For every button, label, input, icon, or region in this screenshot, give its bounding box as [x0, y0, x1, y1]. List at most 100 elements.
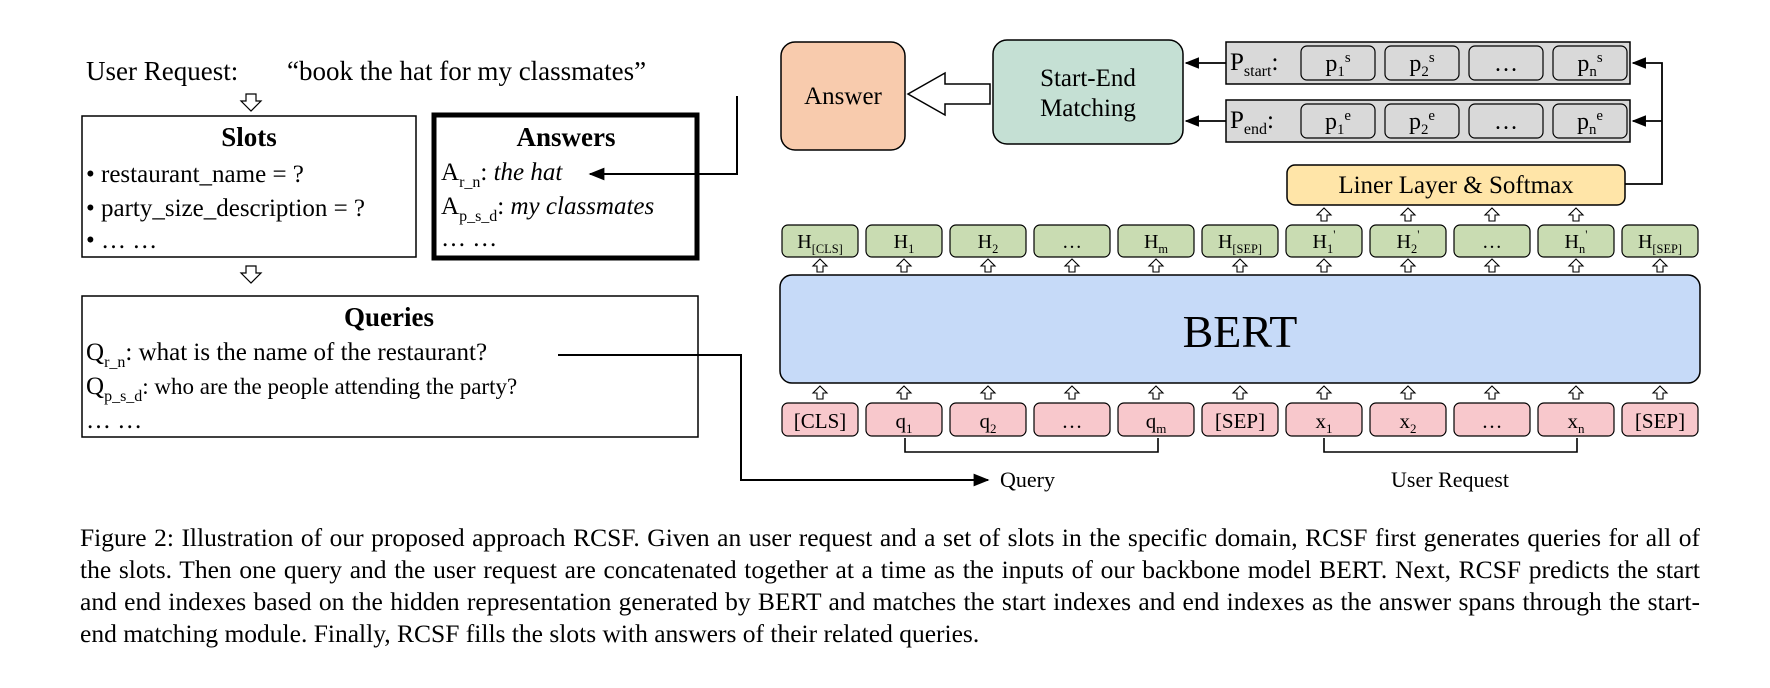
input-token-cell [1621, 402, 1699, 437]
input-tokens-row: [CLS] q1 q2 … qm [SEP] x1 x2 … xn [SEP] [781, 402, 1699, 437]
input-token-label: [SEP] [1215, 409, 1265, 433]
up-arrow-icon [1399, 385, 1417, 400]
input-token-label: [CLS] [794, 409, 847, 433]
figure-caption: Figure 2: Illustration of our proposed a… [80, 523, 1700, 648]
up-arrow-icon [811, 258, 829, 273]
query-item: Qp_s_d: who are the people attending the… [86, 373, 517, 405]
start-end-matching-box [992, 39, 1184, 145]
up-arrow-icon [1315, 258, 1333, 273]
input-token-label: … [1062, 409, 1083, 433]
up-arrow-icon [811, 385, 829, 400]
input-token-cell [781, 402, 859, 437]
query-bracket [904, 438, 1159, 453]
up-arrow-icon [1315, 385, 1333, 400]
hidden-state-cell [1369, 224, 1447, 258]
answer-item: Ap_s_d: my classmates [441, 193, 654, 225]
input-token-label: … [1482, 409, 1503, 433]
answer-box-label: Answer [804, 83, 882, 110]
hidden-state-label: H2' [1397, 228, 1420, 256]
up-arrow-icon [1651, 385, 1669, 400]
up-arrow-icon [1231, 258, 1249, 273]
hidden-states-row: H[CLS] H1 H2 … Hm H[SEP] H1' H2' … Hn' H[SEP] [781, 224, 1699, 258]
answers-title: Answers [517, 122, 616, 152]
hidden-state-label: H[SEP] [1218, 231, 1262, 256]
slot-item: • … … [86, 227, 157, 254]
input-token-cell [949, 402, 1027, 437]
up-arrow-icon [1231, 385, 1249, 400]
p-cell [1468, 103, 1544, 139]
softmax-arrows [1315, 207, 1585, 222]
up-arrow-icon [1399, 258, 1417, 273]
input-token-label: [SEP] [1635, 409, 1685, 433]
input-token-cell [1117, 402, 1195, 437]
hidden-state-cell [1201, 224, 1279, 258]
input-token-label: q1 [895, 409, 912, 436]
query-connector-line [558, 354, 990, 487]
hidden-state-label: Hm [1144, 231, 1168, 256]
answers-box [431, 112, 700, 261]
up-arrow-icon [1399, 207, 1417, 222]
input-arrows [811, 385, 1669, 400]
user-request-bracket-label: User Request [1391, 467, 1509, 492]
up-arrow-icon [1567, 207, 1585, 222]
input-token-label: qm [1146, 409, 1167, 436]
bert-label: BERT [1183, 306, 1298, 357]
p-cell [1300, 103, 1376, 139]
hidden-state-label: Hn' [1565, 228, 1588, 256]
p-start-cells: p1s p2s … pns [1300, 45, 1628, 81]
p-cell-label: … [1494, 109, 1518, 135]
input-token-label: xn [1567, 409, 1585, 436]
softmax-connector [1625, 57, 1663, 185]
hidden-state-label: … [1062, 231, 1082, 253]
up-arrow-icon [1483, 207, 1501, 222]
queries-ellipsis: … … [86, 407, 142, 434]
up-arrow-icon [1063, 258, 1081, 273]
p-cell-label: pne [1577, 108, 1603, 138]
up-arrow-icon [895, 385, 913, 400]
up-arrow-icon [979, 385, 997, 400]
user-request-bracket [1323, 438, 1578, 453]
up-arrow-icon [1483, 258, 1501, 273]
answer-item: Ar_n: the hat [441, 159, 563, 191]
input-token-cell [1285, 402, 1363, 437]
user-request-text: “book the hat for my classmates” [287, 56, 646, 86]
p-end-cells: p1e p2e … pne [1300, 103, 1628, 139]
hidden-state-cell [1285, 224, 1363, 258]
hidden-state-cell [1621, 224, 1699, 258]
p-cell [1552, 103, 1628, 139]
query-item: Qr_n: what is the name of the restaurant… [86, 339, 487, 371]
up-arrow-icon [1147, 385, 1165, 400]
hidden-state-cell [1033, 224, 1111, 258]
answer-connector-line [588, 96, 738, 181]
p-cell-label: p2s [1409, 50, 1434, 80]
bert-box [779, 274, 1701, 384]
linear-softmax-box [1286, 164, 1626, 206]
up-arrow-icon [1651, 258, 1669, 273]
hidden-state-cell [1537, 224, 1615, 258]
slot-item: • restaurant_name = ? [86, 161, 304, 188]
p-cell [1300, 45, 1376, 81]
up-arrow-icon [1483, 385, 1501, 400]
matching-label: Matching [1040, 95, 1136, 122]
down-arrow-icon [239, 93, 263, 112]
p-cell [1552, 45, 1628, 81]
hidden-state-cell [1453, 224, 1531, 258]
slots-title: Slots [221, 122, 277, 152]
hidden-arrows [811, 258, 1669, 273]
up-arrow-icon [895, 258, 913, 273]
input-token-cell [1453, 402, 1531, 437]
input-token-cell [1369, 402, 1447, 437]
queries-title: Queries [344, 302, 434, 332]
up-arrow-icon [1063, 385, 1081, 400]
hidden-state-label: H[CLS] [797, 231, 842, 256]
queries-box [81, 295, 699, 438]
up-arrow-icon [979, 258, 997, 273]
p-start-label: Pstart: [1230, 49, 1278, 80]
input-token-label: q2 [979, 409, 996, 436]
down-arrow-icon [239, 265, 263, 284]
slots-box [81, 115, 417, 258]
query-label: Query [1000, 467, 1055, 492]
answer-box [780, 41, 906, 151]
input-token-cell [865, 402, 943, 437]
